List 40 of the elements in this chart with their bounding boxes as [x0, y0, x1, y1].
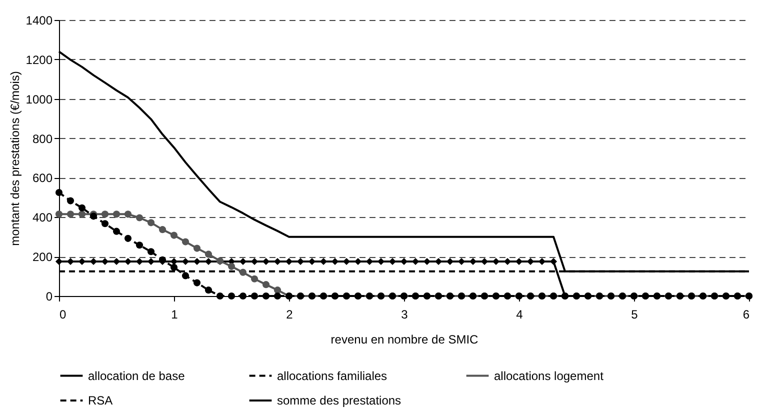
y-tick-label: 200: [32, 250, 53, 264]
y-axis-title: montant des prestations (€/mois): [8, 71, 22, 246]
legend-label: somme des prestations: [277, 394, 402, 408]
x-tick-label: 4: [516, 308, 524, 322]
point: [55, 188, 63, 196]
x-tick-label: 6: [742, 308, 750, 322]
point: [101, 220, 109, 228]
x-tick-label: 2: [286, 308, 294, 322]
point: [66, 197, 74, 204]
legend-label: allocations logement: [494, 368, 604, 383]
y-tick-label: 600: [32, 171, 53, 186]
y-tick-label: 0: [46, 290, 53, 304]
x-axis-title: revenu en nombre de SMIC: [330, 332, 479, 346]
point: [136, 242, 144, 249]
y-tick-label: 800: [32, 132, 53, 146]
point: [147, 248, 155, 256]
x-tick-label: 3: [401, 308, 408, 322]
point: [193, 279, 201, 286]
point: [262, 292, 270, 300]
point: [170, 264, 178, 271]
point: [228, 292, 236, 300]
point: [239, 292, 247, 300]
y-tick-label: 400: [32, 210, 53, 225]
legend-label: allocations familiales: [277, 368, 388, 383]
point: [112, 228, 120, 235]
y-tick-label: 1000: [26, 92, 53, 106]
y-tick-label: 1400: [26, 14, 53, 28]
point: [182, 272, 190, 280]
legend-label: allocation de base: [88, 368, 186, 383]
point: [274, 292, 282, 300]
x-tick-label: 5: [631, 308, 638, 322]
point: [78, 204, 86, 212]
y-tick-label: 1200: [26, 52, 53, 67]
x-tick-label: 0: [60, 308, 66, 322]
point: [204, 286, 212, 294]
point: [250, 292, 258, 300]
point: [216, 292, 224, 300]
legend-label: RSA: [88, 394, 113, 408]
x-tick-label: 1: [171, 308, 178, 322]
point: [124, 234, 132, 242]
